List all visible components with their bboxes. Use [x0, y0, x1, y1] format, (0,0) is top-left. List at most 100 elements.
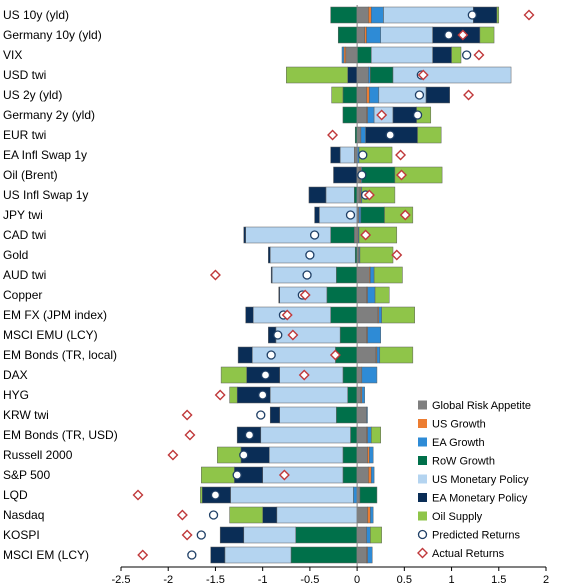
bar-segment-global-risk-appetite-krw-twi [356, 406, 367, 424]
bar-segment-us-monetary-policy-hyg [269, 386, 348, 404]
bar-segment-ea-growth-kospi [366, 526, 371, 544]
bar-segment-ea-growth-nasdaq [370, 506, 374, 524]
actual-marker-us-2y-yld [463, 89, 475, 101]
bar-segment-row-growth-copper [326, 286, 358, 304]
bar-segment-row-growth-dax [342, 366, 358, 384]
bar-segment-us-monetary-policy-germany-10y-yld [380, 26, 433, 44]
bar-segment-oil-supply-us-2y-yld [331, 86, 344, 104]
predicted-marker-gold [305, 250, 315, 260]
bar-segment-ea-monetary-policy-gold [268, 246, 271, 264]
legend-label: US Growth [432, 419, 486, 431]
bar-segment-ea-growth-us-10y-yld [371, 6, 384, 24]
bar-segment-row-growth-aud-twi [336, 266, 358, 284]
x-tick-label: 0.5 [397, 574, 412, 586]
bar-segment-row-growth-germany-2y-yld [342, 106, 358, 124]
bar-segment-oil-supply-kospi [370, 526, 382, 544]
bar-segment-row-growth-us-2y-yld [342, 86, 358, 104]
x-tick-label: 0 [354, 574, 360, 586]
actual-marker-germany-10y-yld [457, 29, 469, 41]
predicted-marker-msci-emu-lcy [273, 330, 283, 340]
bar-segment-ea-monetary-policy-usd-twi [347, 66, 358, 84]
bar-segment-ea-growth-msci-em-lcy [367, 546, 373, 564]
bar-segment-row-growth-msci-em-lcy [290, 546, 358, 564]
bar-segment-row-growth-us-10y-yld [330, 6, 358, 24]
predicted-marker-hyg [258, 390, 268, 400]
bar-segment-global-risk-appetite-em-fx-jpm-index [356, 306, 379, 324]
legend-label: Predicted Returns [432, 530, 521, 542]
bar-segment-row-growth-em-fx-jpm-index [330, 306, 358, 324]
bar-segment-row-growth-hyg [347, 386, 358, 404]
bar-segment-global-risk-appetite-msci-em-lcy [356, 546, 367, 564]
bar-segment-us-growth-germany-10y-yld [364, 26, 367, 44]
bar-segment-oil-supply-hyg [229, 386, 238, 404]
x-tick-label: 1 [448, 574, 454, 586]
legend-swatch-global-risk-appetite [418, 400, 427, 410]
category-label: KOSPI [3, 528, 40, 542]
bar-segment-oil-supply-russell-2000 [217, 446, 242, 464]
bar-segment-ea-growth-aud-twi [370, 266, 375, 284]
category-label: JPY twi [3, 208, 43, 222]
bar-segment-ea-growth-jpy-twi [358, 206, 362, 224]
bar-segment-global-risk-appetite-nasdaq [356, 506, 368, 524]
actual-marker-germany-2y-yld [376, 109, 388, 121]
bar-segment-ea-monetary-policy-germany-10y-yld [432, 26, 481, 44]
bar-segment-ea-growth-germany-2y-yld [367, 106, 375, 124]
bar-segment-global-risk-appetite-hyg [356, 386, 362, 404]
bar-segment-row-growth-krw-twi [336, 406, 358, 424]
bar-segment-oil-supply-em-bonds-tr-usd [371, 426, 381, 444]
bar-segment-us-monetary-policy-kospi [243, 526, 296, 544]
x-tick-label: 1.5 [491, 574, 506, 586]
category-label: EM FX (JPM index) [3, 308, 107, 322]
bar-segment-oil-supply-cad-twi [358, 226, 398, 244]
predicted-marker-s-p-500 [232, 470, 242, 480]
category-label: Germany 2y (yld) [3, 108, 95, 122]
bar-segment-us-growth-us-10y-yld [368, 6, 372, 24]
bar-segment-us-monetary-policy-s-p-500 [262, 466, 344, 484]
actual-marker-hyg [214, 389, 226, 401]
bar-segment-ea-monetary-policy-nasdaq [262, 506, 278, 524]
category-label: EUR twi [3, 128, 46, 142]
bar-segment-global-risk-appetite-kospi [356, 526, 367, 544]
legend-label: Global Risk Appetite [432, 400, 531, 412]
bar-segment-us-monetary-policy-em-bonds-tr-usd [260, 426, 351, 444]
bar-segment-ea-growth-germany-10y-yld [366, 26, 381, 44]
category-label: Nasdaq [3, 508, 44, 522]
predicted-marker-msci-em-lcy [187, 550, 197, 560]
bar-segment-ea-growth-em-fx-jpm-index [378, 306, 382, 324]
bar-segment-ea-monetary-policy-us-infl-swap-1y [308, 186, 327, 204]
category-label: Germany 10y (yld) [3, 28, 102, 42]
bar-segment-oil-supply-copper [374, 286, 390, 304]
actual-marker-nasdaq [176, 509, 188, 521]
actual-marker-em-bonds-tr-local [329, 349, 341, 361]
legend-label: Actual Returns [432, 548, 505, 560]
bar-segment-row-growth-lqd [359, 486, 378, 504]
actual-marker-s-p-500 [278, 469, 290, 481]
bar-segment-ea-monetary-policy-msci-em-lcy [210, 546, 226, 564]
bar-segment-row-growth-usd-twi [370, 66, 394, 84]
category-label: LQD [3, 488, 28, 502]
bar-segment-us-monetary-policy-msci-em-lcy [224, 546, 292, 564]
bar-segment-ea-monetary-policy-cad-twi [243, 226, 246, 244]
predicted-marker-jpy-twi [345, 210, 356, 220]
legend-label: RoW Growth [432, 456, 495, 468]
bar-segment-oil-supply-em-bonds-tr-local [379, 346, 414, 364]
bar-segment-us-growth-russell-2000 [367, 446, 370, 464]
bar-segment-row-growth-cad-twi [330, 226, 355, 244]
bar-segment-global-risk-appetite-msci-emu-lcy [356, 326, 367, 344]
bar-segment-global-risk-appetite-us-2y-yld [356, 86, 367, 104]
x-axis: -2.5 -2 -1.5 -1 -0.5 0 0.5 1 1.5 2 [112, 5, 549, 586]
actual-marker-dax [298, 369, 310, 381]
bar-segment-ea-growth-em-bonds-tr-local [376, 346, 381, 364]
bar-segment-ea-growth-s-p-500 [371, 466, 375, 484]
bar-segment-row-growth-germany-10y-yld [337, 26, 358, 44]
actual-marker-oil-brent [396, 169, 407, 181]
category-label: HYG [3, 388, 29, 402]
actual-marker-em-bonds-tr-usd [184, 429, 196, 441]
category-label: Gold [3, 248, 28, 262]
predicted-marker-em-bonds-tr-usd [244, 430, 255, 440]
x-tick-label: -2 [163, 574, 173, 586]
category-label: US Infl Swap 1y [3, 188, 88, 202]
actual-marker-russell-2000 [167, 449, 179, 461]
bar-segment-us-monetary-policy-krw-twi [279, 406, 337, 424]
